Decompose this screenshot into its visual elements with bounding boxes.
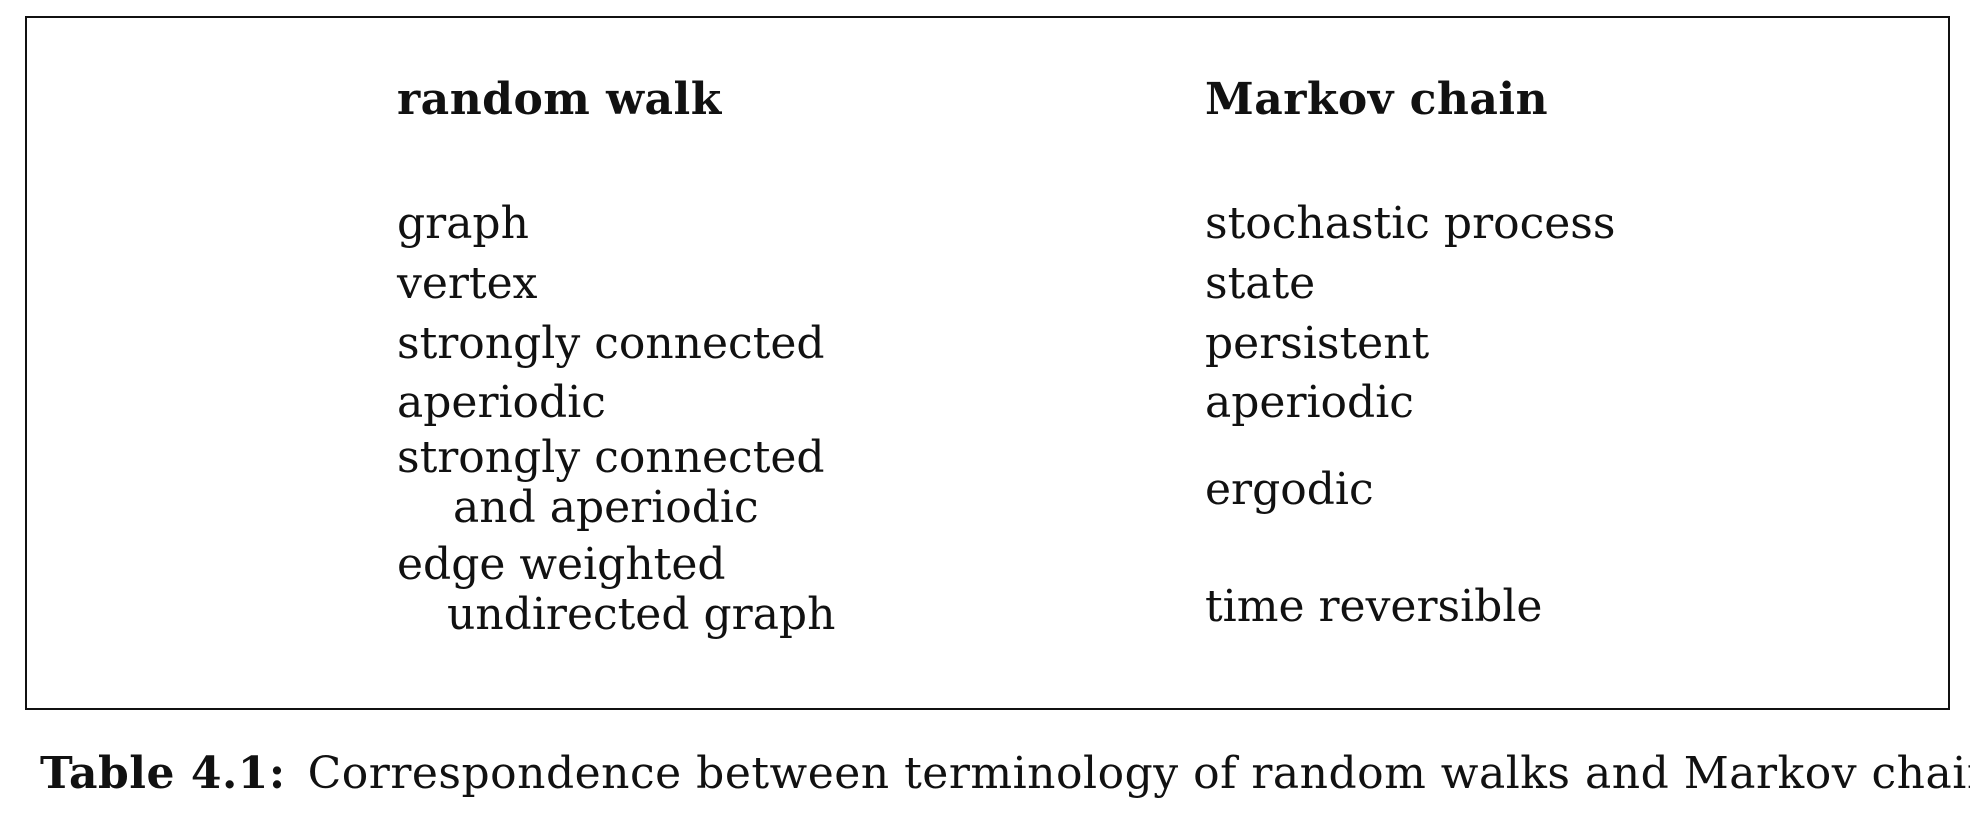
term-line: graph (397, 198, 529, 249)
random-walk-term: vertex (397, 262, 537, 306)
terminology-table: random walk graph vertex strongly connec… (25, 16, 1950, 710)
random-walk-term: graph (397, 202, 529, 246)
column-header-markov-chain: Markov chain (1205, 74, 1549, 125)
term-line: aperiodic (397, 377, 606, 428)
term-line: edge weighted (397, 539, 726, 590)
term-line: vertex (397, 258, 538, 309)
markov-chain-term: stochastic process (1205, 198, 1616, 249)
markov-chain-term: time reversible (1205, 581, 1543, 632)
markov-chain-term: aperiodic (1205, 377, 1414, 428)
term-line: and aperiodic (453, 482, 759, 533)
caption-text: Correspondence between terminology of ra… (307, 748, 1970, 799)
markov-chain-term: persistent (1205, 318, 1430, 369)
markov-chain-term: state (1205, 258, 1316, 309)
random-walk-term: strongly connected (397, 322, 825, 366)
term-line: strongly connected (397, 432, 825, 483)
caption-label: Table 4.1: (40, 748, 286, 799)
random-walk-term: edge weighted undirected graph (397, 543, 835, 637)
term-line: undirected graph (447, 589, 836, 640)
random-walk-term: strongly connected and aperiodic (397, 436, 825, 530)
column-header-random-walk: random walk (397, 74, 722, 125)
table-caption: Table 4.1: Correspondence between termino… (40, 748, 1970, 799)
random-walk-term: aperiodic (397, 381, 606, 425)
markov-chain-term: ergodic (1205, 464, 1374, 515)
term-line: strongly connected (397, 318, 825, 369)
